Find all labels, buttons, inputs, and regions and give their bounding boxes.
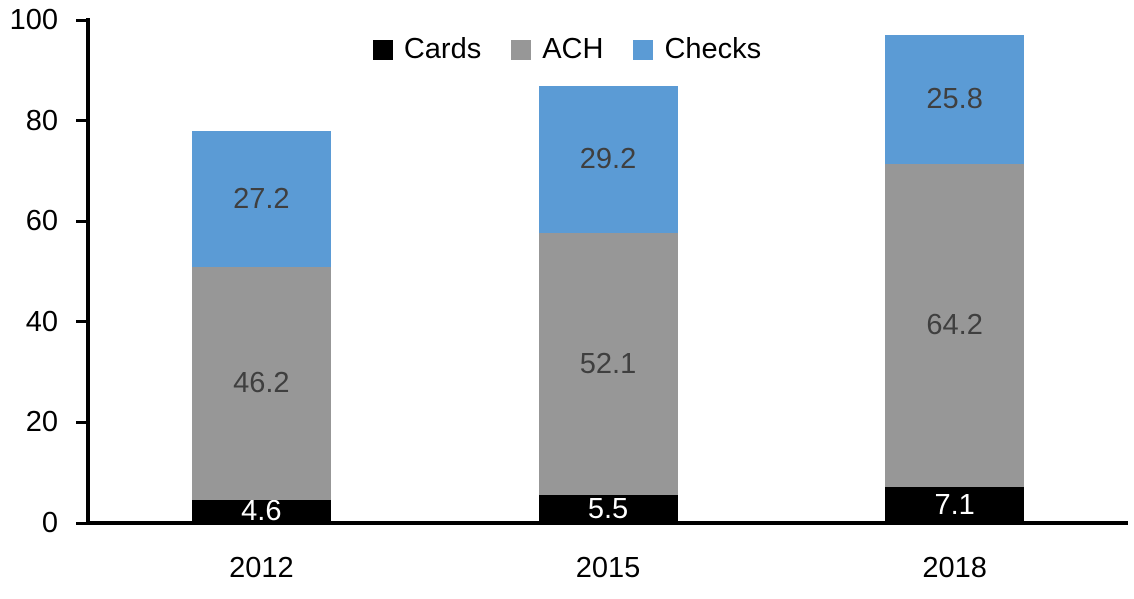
bar-segment-checks-2018: 25.8 — [885, 34, 1025, 165]
bar-segment-checks-2015: 29.2 — [538, 86, 678, 234]
bar-value-label: 5.5 — [587, 492, 629, 525]
bar-value-label: 46.2 — [233, 367, 290, 400]
legend-swatch-checks — [633, 39, 654, 60]
bar-segment-ach-2015: 52.1 — [538, 233, 678, 496]
y-axis-line — [86, 18, 90, 525]
bar-segment-cards-2018: 7.1 — [885, 487, 1025, 523]
bar-segment-ach-2018: 64.2 — [885, 164, 1025, 488]
bar-value-label: 27.2 — [233, 182, 290, 215]
bar-value-label: 7.1 — [934, 488, 975, 521]
legend-item-checks: Checks — [633, 33, 761, 66]
x-axis-label-2012: 2012 — [229, 552, 294, 584]
legend-label: ACH — [542, 33, 604, 65]
y-axis-tick-label: 60 — [25, 205, 58, 238]
y-axis-tick — [76, 521, 88, 525]
legend-item-ach: ACH — [511, 33, 603, 66]
legend-swatch-ach — [511, 39, 532, 60]
x-axis-line — [86, 521, 1128, 525]
y-axis-tick-label: 0 — [41, 507, 58, 539]
bar-value-label: 4.6 — [241, 494, 282, 527]
y-axis-tick — [76, 119, 88, 123]
y-axis-tick — [76, 18, 88, 22]
y-axis-tick-label: 80 — [25, 104, 58, 137]
y-axis-tick — [76, 219, 88, 223]
legend-item-cards: Cards — [372, 33, 482, 66]
bar-segment-ach-2012: 46.2 — [191, 267, 331, 500]
bar-value-label: 25.8 — [926, 82, 983, 115]
legend-label: Cards — [403, 33, 482, 65]
x-axis-label-2015: 2015 — [575, 552, 641, 584]
bar-segment-checks-2012: 27.2 — [191, 130, 331, 268]
y-axis-tick-label: 40 — [25, 305, 58, 338]
legend-label: Checks — [664, 33, 762, 65]
y-axis-tick-label: 100 — [9, 4, 58, 36]
bar-segment-cards-2015: 5.5 — [538, 492, 678, 525]
legend-swatch-cards — [372, 39, 393, 60]
y-axis-tick-label: 20 — [25, 406, 58, 439]
y-axis-tick — [76, 320, 88, 324]
y-axis-tick — [76, 420, 88, 424]
bar-value-label: 29.2 — [579, 143, 637, 176]
chart-legend: Cards ACH Checks — [0, 33, 1134, 66]
bar-value-label: 64.2 — [926, 309, 983, 342]
bar-segment-cards-2012: 4.6 — [191, 495, 331, 527]
x-axis-label-2018: 2018 — [922, 552, 987, 584]
bar-value-label: 52.1 — [579, 347, 637, 380]
